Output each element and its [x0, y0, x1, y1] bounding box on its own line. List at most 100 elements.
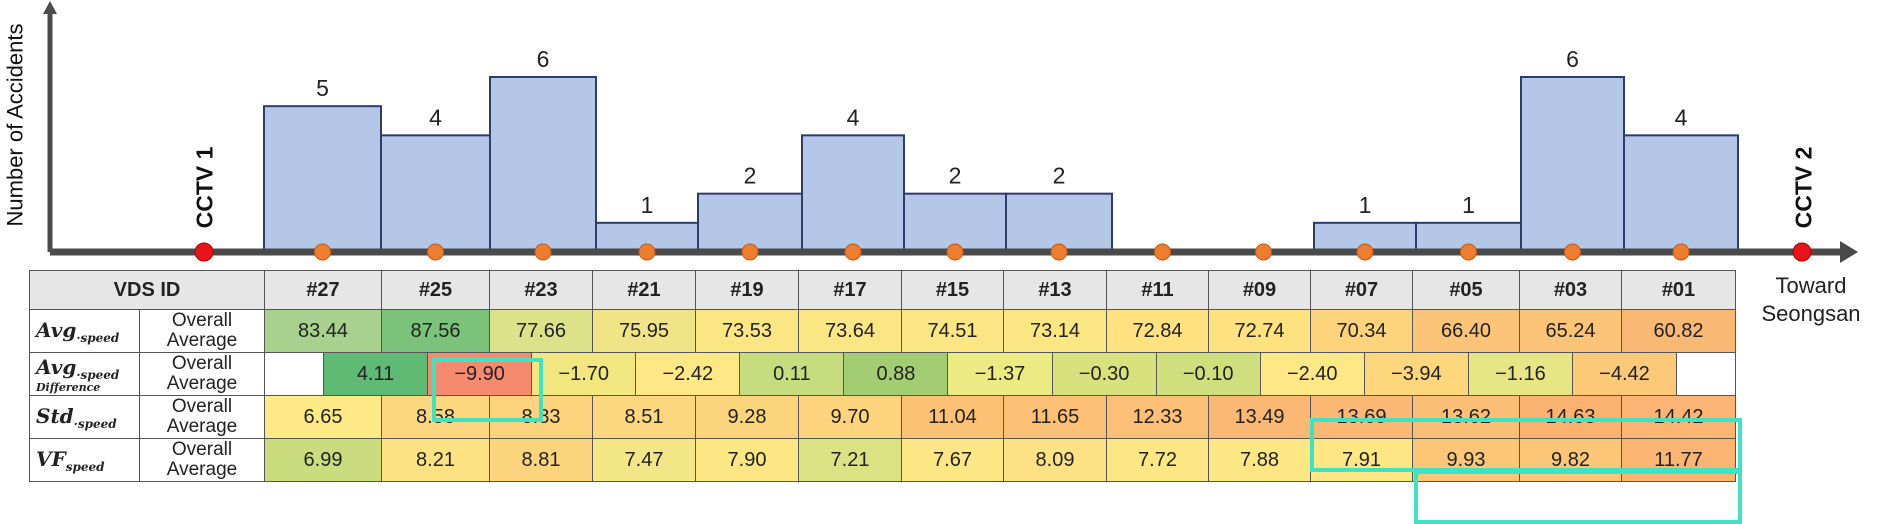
vf-cell-25: 8.21	[381, 438, 490, 482]
vds-marker-#01	[1672, 243, 1690, 261]
vds-id-27: #27	[264, 270, 382, 310]
vds-id-19: #19	[695, 270, 799, 310]
cctv2-marker	[1792, 242, 1812, 262]
avg-cell-11: 72.84	[1106, 309, 1209, 353]
vf-row-sublabel: Overall Average	[139, 438, 265, 482]
avg-cell-17: 73.64	[798, 309, 902, 353]
std-cell-09: 13.49	[1208, 395, 1311, 439]
bar-label-#07: 1	[1359, 192, 1372, 218]
direction-label: Toward Seongsan	[1761, 273, 1861, 326]
std-cell-23: 8.83	[489, 395, 593, 439]
std-cell-07: 13.69	[1310, 395, 1413, 439]
avg-cell-03: 65.24	[1519, 309, 1622, 353]
bar-#13	[1005, 192, 1113, 254]
diff-row-label: Avg·speed Difference	[29, 352, 140, 396]
vds-marker-#03	[1564, 243, 1581, 261]
vf-cell-13: 8.09	[1003, 438, 1107, 482]
diff-cell-12: −4.42	[1571, 353, 1677, 395]
bar-#15	[903, 192, 1007, 254]
diff-row-cells: 4.11 −9.90 −1.70 −2.42 0.11 0.88 −1.37 −0.30 −0.…	[264, 352, 1736, 396]
diff-cell-11: −1.16	[1467, 353, 1572, 395]
std-row-sublabel: Overall Average	[139, 395, 265, 439]
bar-label-#05: 1	[1462, 192, 1475, 218]
vf-row-label: VFspeed	[29, 438, 140, 482]
avg-cell-13: 73.14	[1003, 309, 1107, 353]
avg-cell-25: 87.56	[381, 309, 490, 353]
avg-cell-27: 83.44	[264, 309, 382, 353]
bar-#01	[1623, 134, 1739, 253]
cctv1-label: CCTV 1	[191, 146, 218, 228]
diff-blank-end	[1676, 353, 1735, 395]
diff-row-sublabel: Overall Average	[139, 352, 265, 396]
vf-cell-19: 7.90	[695, 438, 799, 482]
avg-row-sublabel: Overall Average	[139, 309, 265, 353]
vds-id-21: #21	[592, 270, 696, 310]
std-cell-05: 13.62	[1412, 395, 1520, 439]
bar-#23	[489, 76, 597, 253]
vf-row: VFspeed Overall Average 6.99 8.21 8.81 7.47…	[29, 438, 1736, 482]
y-axis-arrow	[43, 1, 57, 14]
vds-marker-#21	[638, 243, 656, 261]
diff-row: Avg·speed Difference Overall Average 4.11…	[29, 352, 1736, 396]
y-axis-label: Number of Accidents	[2, 23, 28, 227]
vds-marker-#27	[314, 243, 331, 261]
diff-cell-2: −1.70	[531, 353, 636, 395]
diff-cell-8: −0.10	[1155, 353, 1260, 395]
diff-cell-0: 4.11	[323, 353, 428, 395]
table-header-row: VDS ID #27 #25 #23 #21 #19 #17 #15 #13 #11 #09 #07…	[29, 270, 1736, 310]
vf-cell-11: 7.72	[1106, 438, 1209, 482]
diff-cell-5: 0.88	[843, 353, 948, 395]
vf-cell-03: 9.82	[1519, 438, 1622, 482]
diff-cell-6: −1.37	[947, 353, 1052, 395]
accident-bar-chart: 5 4 6 1 2 4 2 2 1 1 6 4	[43, 1, 1858, 263]
std-cell-11: 12.33	[1106, 395, 1209, 439]
vds-id-03: #03	[1519, 270, 1622, 310]
avg-cell-19: 73.53	[695, 309, 799, 353]
std-cell-13: 11.65	[1003, 395, 1107, 439]
vds-id-15: #15	[901, 270, 1004, 310]
vf-cell-21: 7.47	[592, 438, 696, 482]
diff-cell-4: 0.11	[739, 353, 844, 395]
vds-marker-#15	[946, 243, 964, 261]
avg-cell-21: 75.95	[592, 309, 696, 353]
std-cell-15: 11.04	[901, 395, 1004, 439]
vds-marker-#13	[1050, 243, 1068, 261]
std-cell-25: 8.58	[381, 395, 490, 439]
vf-cell-05: 9.93	[1412, 438, 1520, 482]
vds-id-11: #11	[1106, 270, 1209, 310]
diff-blank-start	[265, 353, 323, 395]
cctv1-marker	[194, 242, 214, 262]
bar-label-#25: 4	[429, 104, 442, 130]
vds-id-17: #17	[798, 270, 902, 310]
vds-marker-#07	[1356, 243, 1374, 261]
vds-table: VDS ID #27 #25 #23 #21 #19 #17 #15 #13 #11 #09 #07…	[29, 270, 1736, 482]
bar-label-#17: 4	[847, 104, 860, 130]
vds-marker-#23	[534, 243, 552, 261]
vds-id-header: VDS ID	[29, 270, 265, 310]
vf-cell-09: 7.88	[1208, 438, 1311, 482]
vf-cell-07: 7.91	[1310, 438, 1413, 482]
bar-label-#19: 2	[744, 163, 757, 189]
avg-cell-23: 77.66	[489, 309, 593, 353]
vds-id-01: #01	[1621, 270, 1736, 310]
vf-cell-27: 6.99	[264, 438, 382, 482]
diff-values: 4.11 −9.90 −1.70 −2.42 0.11 0.88 −1.37 −0.30 −0.…	[265, 353, 1735, 395]
std-row: Std·speed Overall Average 6.65 8.58 8.83 8.…	[29, 395, 1736, 439]
std-cell-17: 9.70	[798, 395, 902, 439]
vf-cell-15: 7.67	[901, 438, 1004, 482]
bar-label-#23: 6	[537, 46, 550, 72]
std-cell-21: 8.51	[592, 395, 696, 439]
diff-cell-3: −2.42	[635, 353, 740, 395]
avg-row: Avg·speed Overall Average 83.44 87.56 77.6…	[29, 309, 1736, 353]
avg-cell-15: 74.51	[901, 309, 1004, 353]
std-cell-01: 14.42	[1621, 395, 1736, 439]
bar-#27	[263, 105, 382, 253]
avg-cell-07: 70.34	[1310, 309, 1413, 353]
vds-marker-#05	[1460, 243, 1477, 261]
vds-id-07: #07	[1310, 270, 1413, 310]
x-axis-arrow	[1840, 241, 1858, 263]
diff-cell-7: −0.30	[1051, 353, 1156, 395]
bar-label-#01: 4	[1675, 104, 1688, 130]
std-cell-19: 9.28	[695, 395, 799, 439]
vf-cell-01: 11.77	[1621, 438, 1736, 482]
